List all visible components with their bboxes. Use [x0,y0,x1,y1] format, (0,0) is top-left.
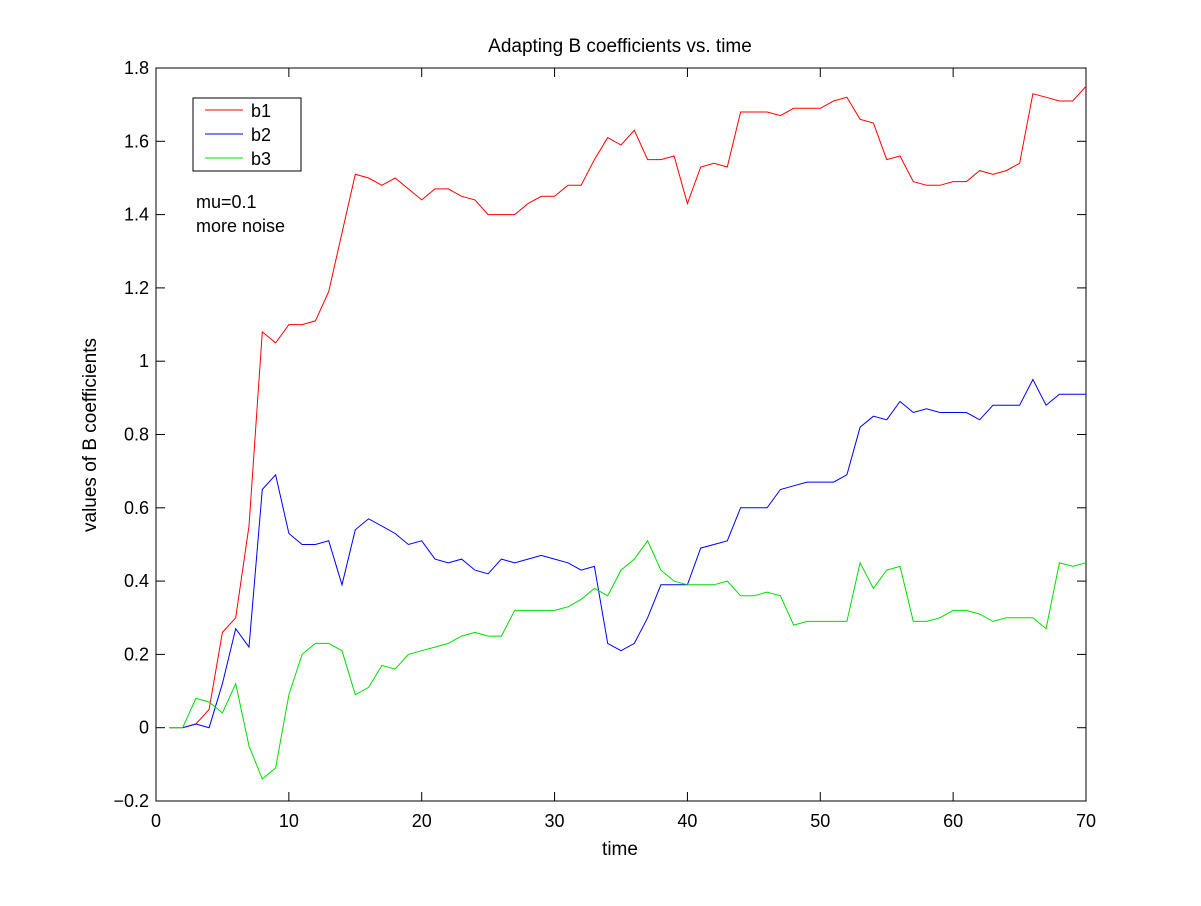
x-tick-label: 70 [1076,811,1096,831]
x-tick-label: 40 [677,811,697,831]
x-tick-label: 30 [545,811,565,831]
y-tick-label: 1.8 [124,58,149,78]
x-tick-label: 20 [412,811,432,831]
y-tick-label: 1.2 [124,278,149,298]
chart-title: Adapting B coefficients vs. time [488,36,752,57]
y-tick-label: 0.2 [124,644,149,664]
legend-label-b1: b1 [251,101,271,121]
y-axis-label: values of B coefficients [80,338,101,532]
y-tick-label: 0 [139,718,149,738]
legend-label-b2: b2 [251,125,271,145]
y-tick-label: 1.4 [124,205,149,225]
annotation-line-1: mu=0.1 [196,192,257,212]
legend-label-b3: b3 [251,149,271,169]
y-tick-label: 0.4 [124,571,149,591]
y-tick-label: −0.2 [113,791,149,811]
series-line-b2 [182,378,1086,729]
x-tick-label: 50 [810,811,830,831]
series-line-b3 [169,539,1087,780]
legend: b1 b2 b3 [192,97,302,172]
x-tick-label: 0 [151,811,161,831]
annotation-line-2: more noise [196,216,285,236]
y-tick-label: 1 [139,351,149,371]
x-axis-label: time [602,839,638,860]
y-tick-label: 1.6 [124,131,149,151]
series-line-b1 [169,85,1087,729]
y-tick-label: 0.8 [124,425,149,445]
x-tick-label: 10 [279,811,299,831]
axes-box [155,67,1087,802]
y-tick-label: 0.6 [124,498,149,518]
x-tick-label: 60 [943,811,963,831]
